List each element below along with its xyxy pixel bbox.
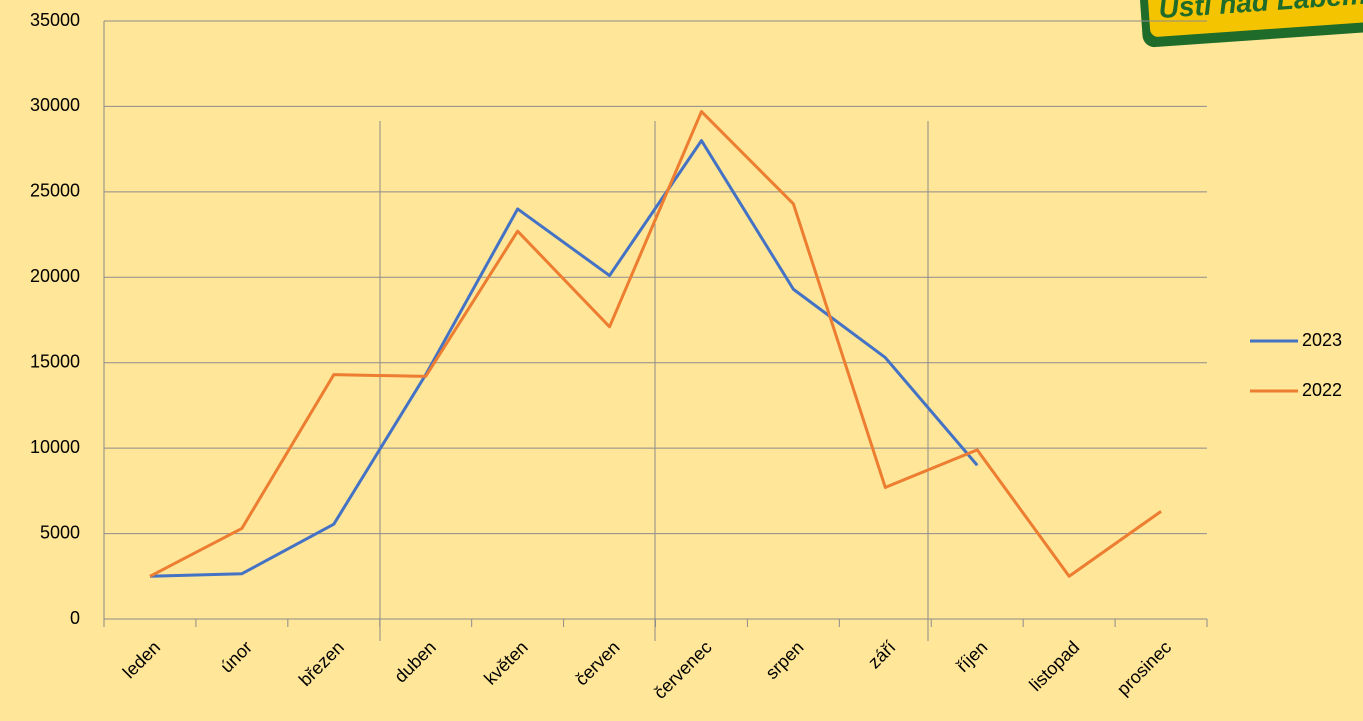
y-tick-label: 5000	[40, 522, 80, 542]
y-tick-label: 35000	[30, 10, 80, 30]
x-tick-label: květen	[480, 637, 532, 689]
logo-inner	[1147, 0, 1363, 37]
x-tick-label: říjen	[952, 637, 991, 676]
x-tick-label: duben	[390, 637, 440, 687]
x-tick-label: únor	[216, 637, 256, 677]
x-tick-label: leden	[119, 637, 164, 682]
y-tick-label: 0	[70, 608, 80, 628]
legend-label: 2023	[1302, 330, 1342, 350]
series-line	[149, 139, 979, 578]
x-tick-label: červen	[571, 637, 623, 689]
x-tick-label: srpen	[762, 637, 808, 683]
x-tick-label: září	[864, 637, 899, 672]
logo: Ústí nad Labem	[1139, 0, 1363, 48]
series-line	[149, 110, 1162, 578]
legend-label: 2022	[1302, 380, 1342, 400]
y-tick-label: 10000	[30, 437, 80, 457]
x-tick-label: březen	[295, 637, 348, 690]
y-tick-label: 15000	[30, 351, 80, 371]
y-tick-label: 25000	[30, 181, 80, 201]
x-tick-label: prosinec	[1113, 637, 1175, 699]
y-tick-label: 20000	[30, 266, 80, 286]
x-tick-label: listopad	[1025, 637, 1083, 695]
x-tick-label: červenec	[650, 637, 716, 703]
y-tick-label: 30000	[30, 95, 80, 115]
